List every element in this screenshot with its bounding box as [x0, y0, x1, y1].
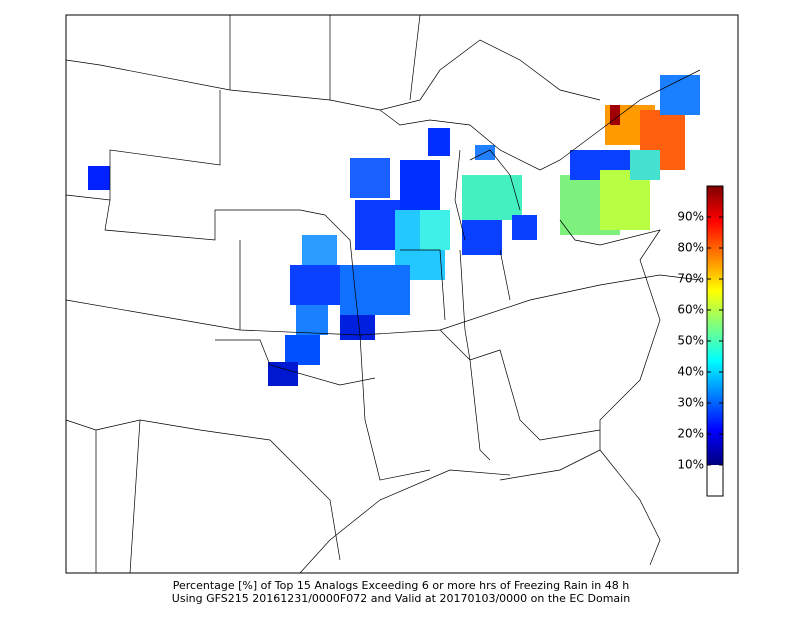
colorbar-tick-label: 90% — [677, 210, 704, 224]
colorbar-tick-label: 30% — [677, 396, 704, 410]
colorbar-ramp — [707, 186, 723, 465]
colorbar: 10% 20% 30% 40% 50% 60% 70% 80% 90% — [677, 185, 724, 497]
precip-field — [88, 75, 700, 386]
map-frame — [65, 14, 739, 574]
colorbar-tick-label: 70% — [677, 272, 704, 286]
caption-line: Using GFS215 20161231/0000F072 and Valid… — [172, 592, 630, 605]
colorbar-low — [707, 465, 723, 496]
colorbar-tick-label: 80% — [677, 241, 704, 255]
colorbar-tick-label: 40% — [677, 365, 704, 379]
colorbar-tick-label: 60% — [677, 303, 704, 317]
caption-line: Percentage [%] of Top 15 Analogs Exceedi… — [173, 579, 629, 592]
map — [65, 14, 701, 574]
colorbar-tick-label: 10% — [677, 458, 704, 472]
boundaries — [65, 14, 701, 574]
colorbar-tick-label: 50% — [677, 334, 704, 348]
colorbar-tick-label: 20% — [677, 427, 704, 441]
